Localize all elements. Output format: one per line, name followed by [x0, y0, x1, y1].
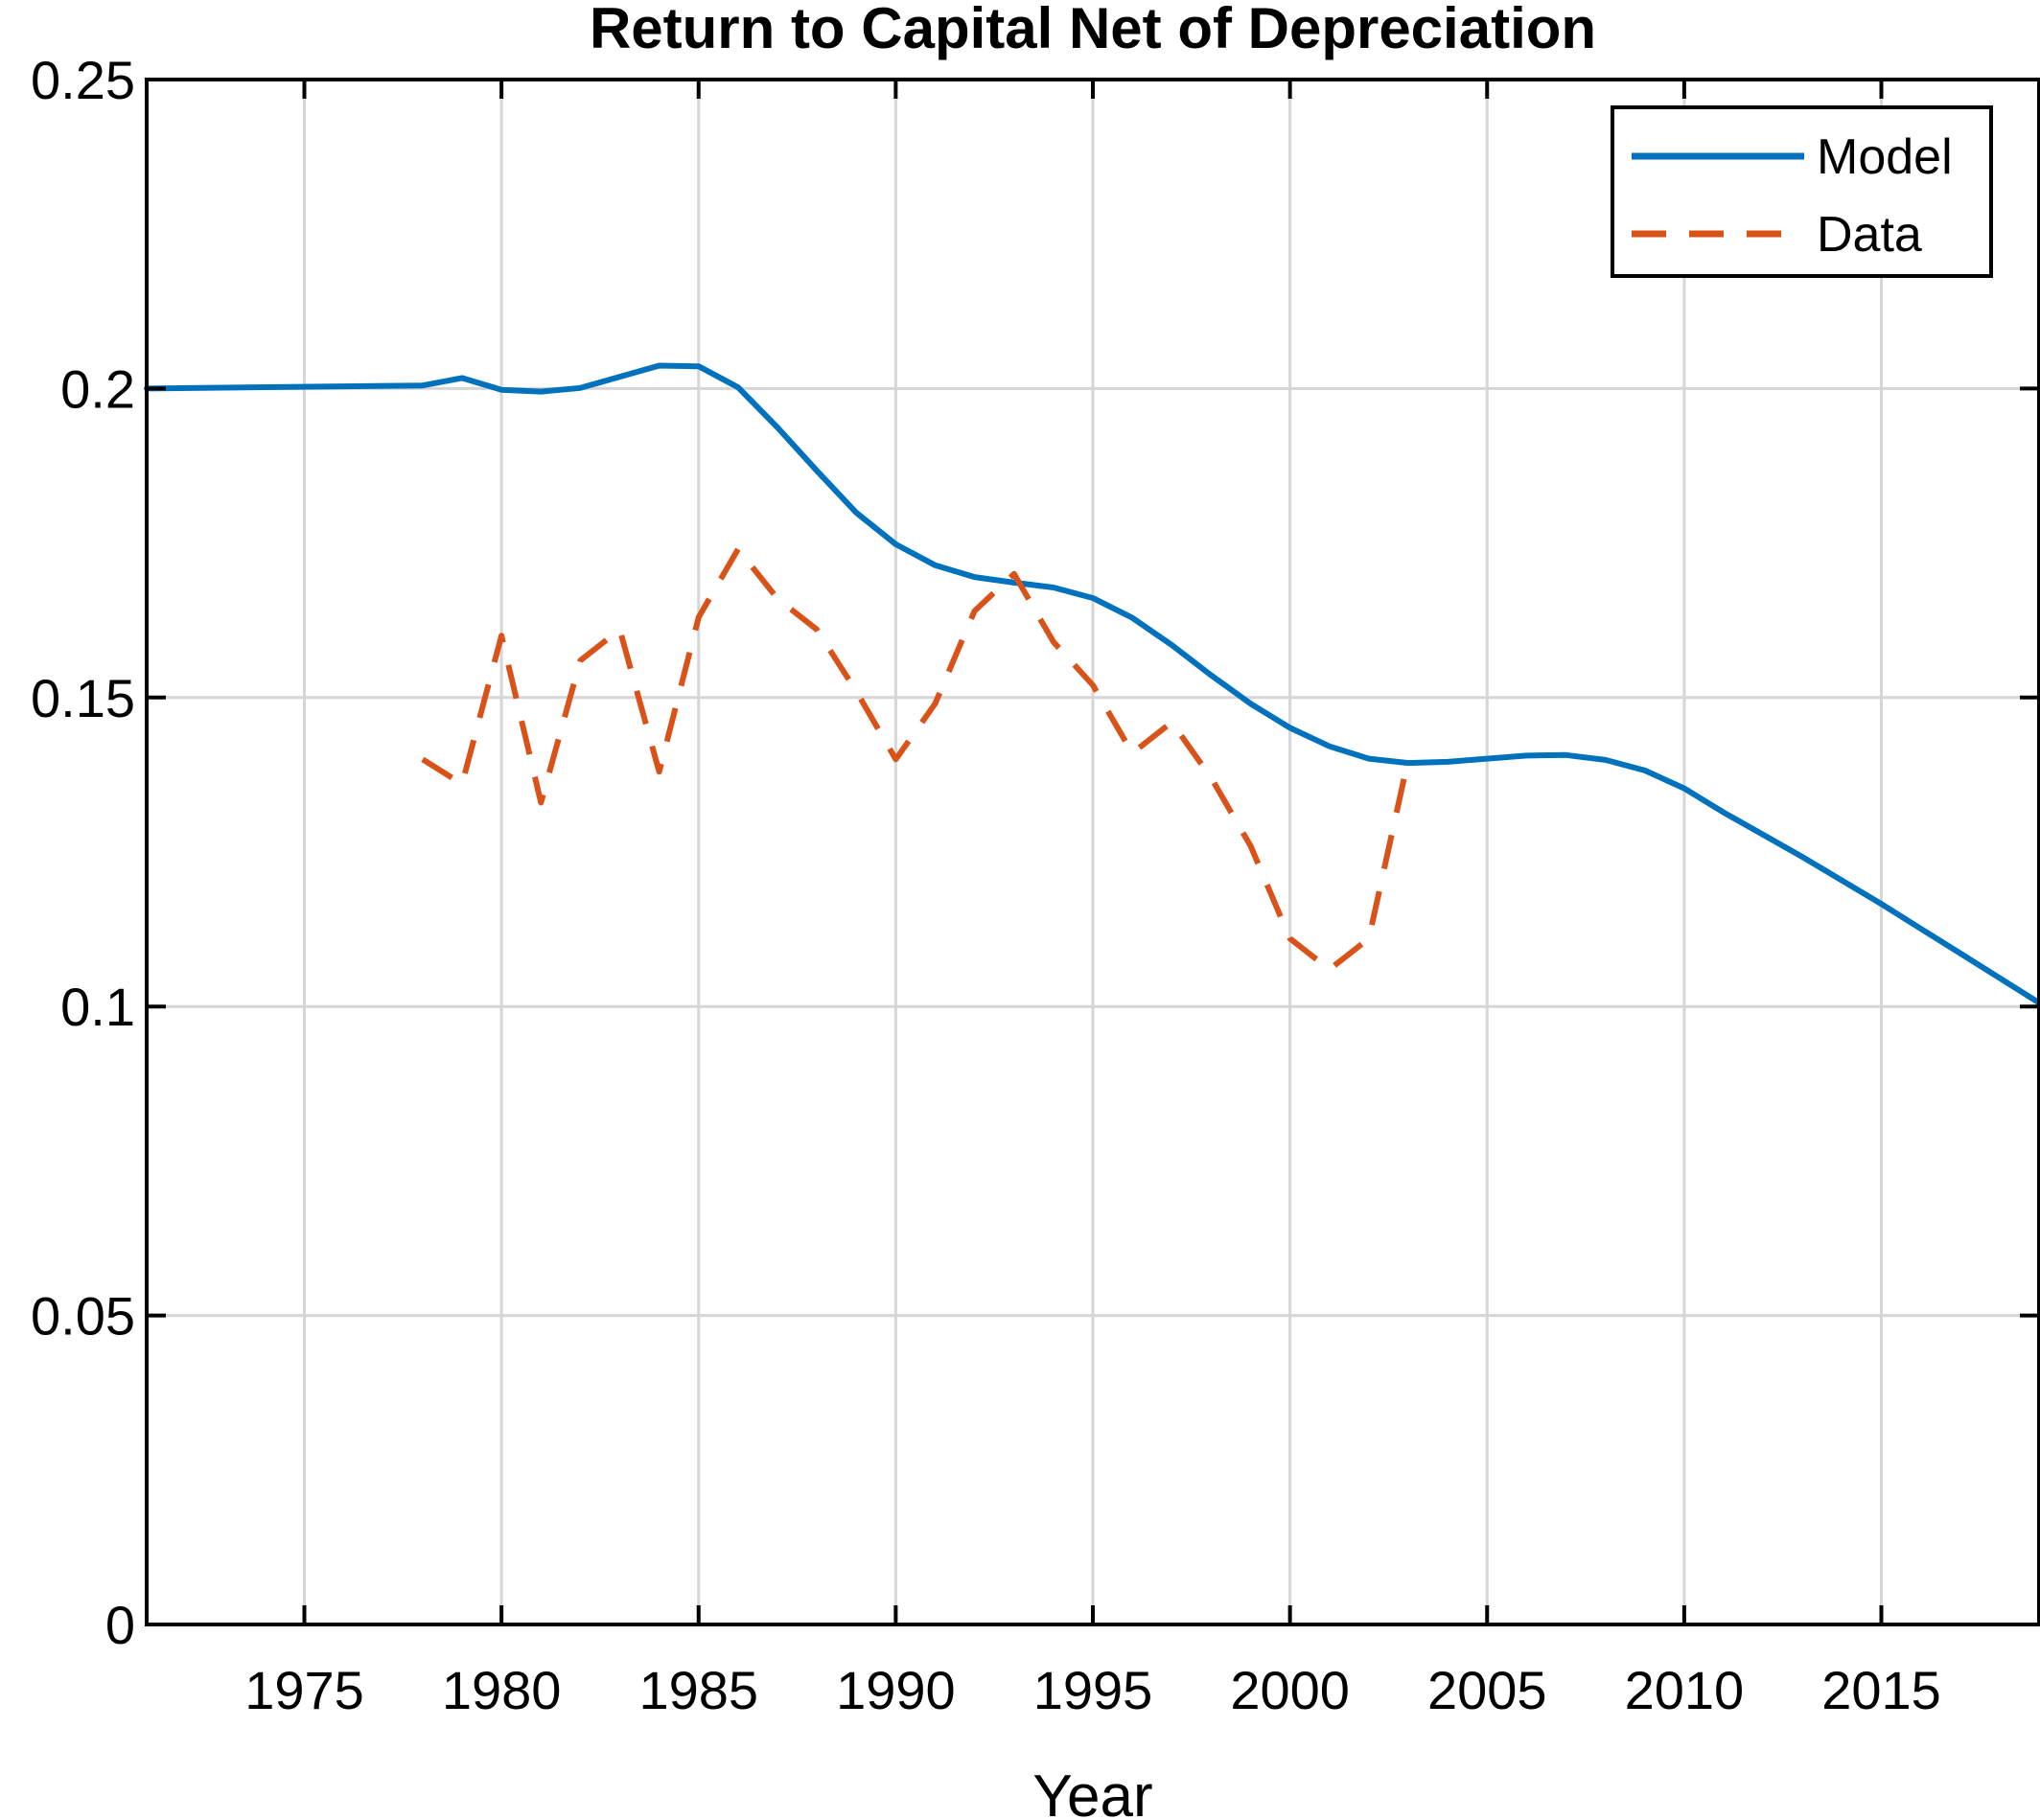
- legend-box: [1611, 105, 1993, 278]
- series-line-data: [421, 546, 1411, 973]
- x-tick-label: 1980: [442, 1660, 562, 1720]
- x-tick-label: 2000: [1230, 1660, 1350, 1720]
- x-tick-label: 1985: [638, 1660, 758, 1720]
- y-tick-label: 0.25: [31, 50, 135, 110]
- x-tick-label: 1990: [836, 1660, 956, 1720]
- x-tick-label: 2005: [1427, 1660, 1547, 1720]
- series-layer: [144, 362, 2040, 1006]
- legend-label-data: Data: [1817, 207, 1922, 263]
- y-tick-label: 0.05: [31, 1286, 135, 1347]
- grid: [147, 80, 2039, 1624]
- y-tick-label: 0.2: [60, 358, 135, 419]
- chart-title: Return to Capital Net of Depreciation: [590, 0, 1596, 60]
- legend: Model Data: [1611, 105, 1993, 278]
- x-tick-label: 2015: [1821, 1660, 1941, 1720]
- y-tick-label: 0.1: [60, 977, 135, 1037]
- x-axis-label: Year: [1032, 1763, 1152, 1820]
- x-tick-label: 1975: [244, 1660, 364, 1720]
- ticks: 1975 1980 1985 1990 1995 2000 2005 2010 2015 0 0.0…: [31, 50, 2039, 1720]
- legend-label-model: Model: [1817, 129, 1953, 185]
- series-line-model: [144, 362, 2040, 1006]
- y-tick-label: 0.15: [31, 668, 135, 728]
- y-tick-label: 0: [105, 1595, 135, 1655]
- x-tick-label: 1995: [1033, 1660, 1153, 1720]
- x-tick-label: 2010: [1625, 1660, 1745, 1720]
